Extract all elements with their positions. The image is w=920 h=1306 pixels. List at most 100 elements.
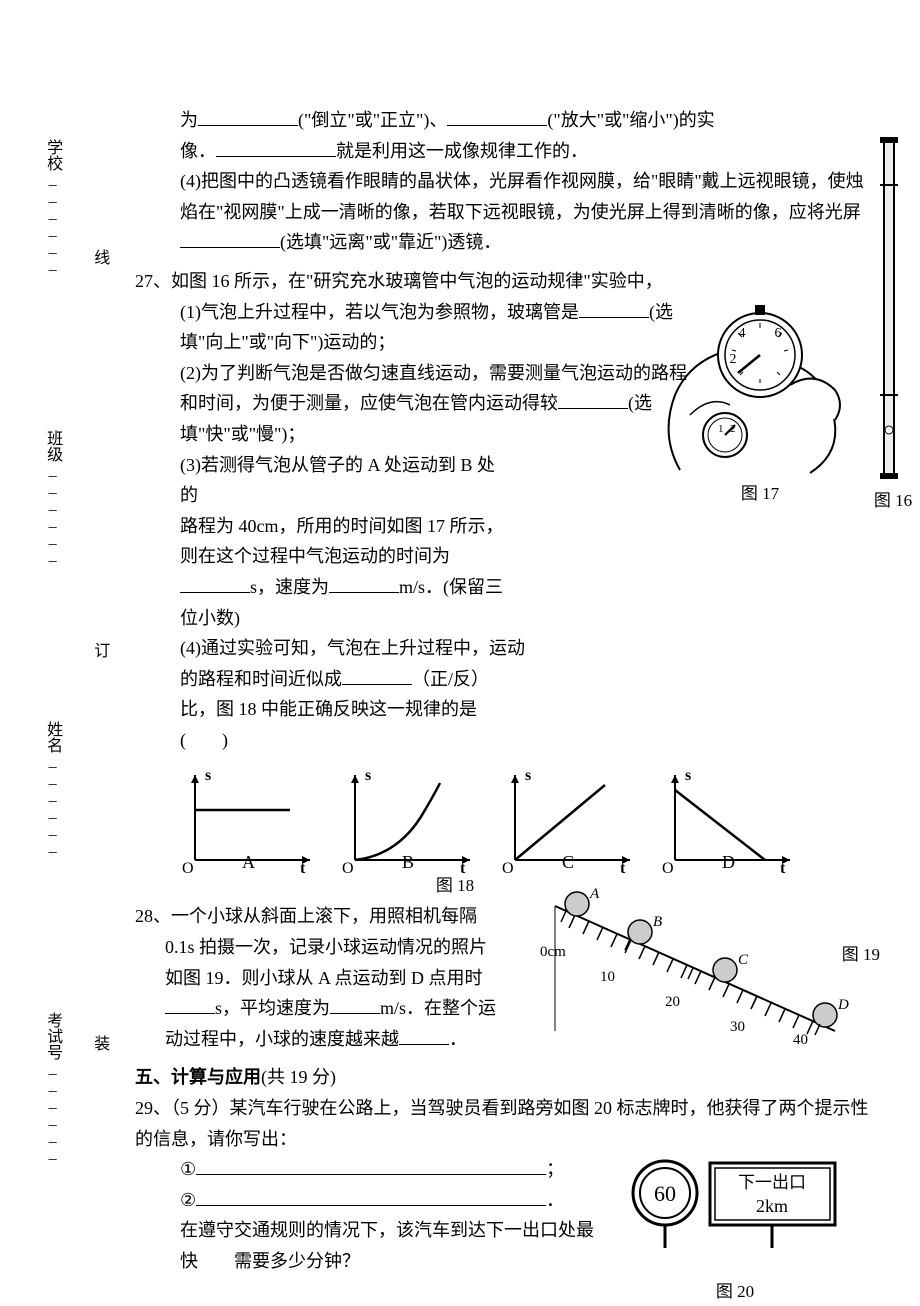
- chart-option-label: D: [722, 847, 735, 878]
- binding-margin: 学校______ 班级______ 姓名______ 考试号______ 线 订…: [30, 60, 110, 1240]
- seam-label: 装: [86, 1032, 113, 1054]
- chart-B: s t O B: [330, 765, 480, 875]
- text: ②: [180, 1190, 196, 1210]
- svg-text:下一出口: 下一出口: [738, 1173, 806, 1192]
- svg-text:20: 20: [665, 994, 680, 1010]
- section-title: 五、计算与应用: [135, 1067, 261, 1087]
- text: (3)若测得气泡从管子的 A 处运动到 B 处的: [180, 450, 505, 511]
- text: s，速度为: [250, 577, 329, 597]
- label-class: 班级______: [39, 430, 66, 564]
- label-examno: 考试号______: [39, 1012, 66, 1162]
- fig20-caption: 图 20: [625, 1278, 845, 1306]
- binding-info-labels: 学校______ 班级______ 姓名______ 考试号______: [40, 60, 65, 1240]
- chart-option-label: C: [562, 847, 574, 878]
- q27-p2: (2)为了判断气泡是否做匀速直线运动，需要测量气泡运动的路程和时间，为便于测量，…: [135, 358, 695, 450]
- text: m/s．在整个运: [380, 998, 496, 1018]
- text: ①: [180, 1159, 196, 1179]
- q28-line: 28、一个小球从斜面上滚下，用照相机每隔: [135, 901, 505, 932]
- label-name: 姓名______: [39, 721, 66, 855]
- svg-text:D: D: [837, 997, 849, 1013]
- text: (4)把图中的凸透镜看作眼睛的晶状体，光屏看作视网膜，给"眼睛"戴上远视眼镜，使…: [180, 171, 864, 222]
- chart-D: s t O D: [650, 765, 800, 875]
- main-content: 为 ("倒立"或"正立")、 ("放大"或"缩小")的实 像． 就是利用这一成像规律工…: [135, 105, 875, 1284]
- figure-20-sign: 60 下一出口 2km 图 20: [625, 1148, 845, 1306]
- q29-tail: 快 需要多少分钟？: [180, 1246, 615, 1277]
- q26-continuation: 为 ("倒立"或"正立")、 ("放大"或"缩小")的实 像． 就是利用这一成像规律工…: [135, 105, 875, 258]
- svg-text:2km: 2km: [756, 1196, 788, 1216]
- blank: [198, 108, 298, 126]
- q28-line: s，平均速度为 m/s．在整个运: [135, 993, 505, 1024]
- blank: [180, 575, 250, 593]
- text: 比，图 18 中能正确反映这一规律的是 ( ): [180, 694, 525, 755]
- q27: 27、如图 16 所示，在"研究充水玻璃管中气泡的运动规律"实验中， (1)气泡…: [135, 266, 695, 756]
- svg-text:s: s: [525, 767, 531, 784]
- q-number: 28、: [135, 906, 171, 926]
- svg-text:40: 40: [793, 1032, 808, 1046]
- blank: [579, 300, 649, 318]
- text: ；: [546, 1159, 564, 1179]
- q28-line: 动过程中，小球的速度越来越．: [135, 1024, 505, 1055]
- binding-seam-labels: 线 订 装: [86, 60, 113, 1240]
- q27-p1: (1)气泡上升过程中，若以气泡为参照物，玻璃管是(选填"向上"或"向下")运动的…: [135, 297, 695, 358]
- svg-text:O: O: [182, 860, 194, 875]
- svg-text:A: A: [589, 886, 600, 902]
- text: 就是利用这一成像规律工作的．: [336, 141, 588, 161]
- svg-text:0cm: 0cm: [540, 944, 566, 960]
- q26-part4: (4)把图中的凸透镜看作眼睛的晶状体，光屏看作视网膜，给"眼睛"戴上远视眼镜，使…: [180, 166, 875, 258]
- svg-text:10: 10: [600, 969, 615, 985]
- label-school: 学校______: [39, 139, 66, 273]
- q29-tail: 在遵守交通规则的情况下，该汽车到达下一出口处最: [180, 1215, 615, 1246]
- text: ("倒立"或"正立")、: [298, 110, 447, 130]
- svg-text:t: t: [620, 860, 626, 875]
- seam-label: 线: [86, 246, 113, 268]
- figure-19-ramp: A B C D 0cm 10 20 30 40 图 19: [535, 886, 865, 1056]
- seam-label: 订: [86, 639, 113, 661]
- q26-line: 像． 就是利用这一成像规律工作的．: [180, 136, 875, 167]
- svg-text:s: s: [365, 767, 371, 784]
- text: ("放大"或"缩小")的实: [547, 110, 714, 130]
- svg-text:C: C: [738, 952, 749, 968]
- blank: [447, 108, 547, 126]
- section-points: (共 19 分): [261, 1067, 336, 1087]
- svg-text:O: O: [342, 860, 354, 875]
- svg-text:t: t: [780, 860, 786, 875]
- text: 一个小球从斜面上滚下，用照相机每隔: [171, 906, 477, 926]
- q28-line: 0.1s 拍摄一次，记录小球运动情况的照片: [135, 932, 505, 963]
- blank: [216, 139, 336, 157]
- chart-options-row: s t O A s t O B: [170, 765, 875, 875]
- blank: [196, 1157, 546, 1175]
- q28-line: 如图 19．则小球从 A 点运动到 D 点用时: [135, 963, 505, 994]
- chart-A: s t O A: [170, 765, 320, 875]
- q29: 60 下一出口 2km 图 20 29、（5 分）某汽车行驶在公路上，当驾驶员看…: [135, 1093, 875, 1277]
- chart-option-label: B: [402, 847, 414, 878]
- text: 动过程中，小球的速度越来越: [165, 1029, 399, 1049]
- text: (1)气泡上升过程中，若以气泡为参照物，玻璃管是: [180, 302, 579, 322]
- text: 路程为 40cm，所用的时间如图 17 所示，: [180, 511, 505, 542]
- q27-p3d: s，速度为m/s．(保留三位小数): [180, 572, 505, 633]
- blank: [165, 996, 215, 1014]
- blank: [399, 1027, 449, 1045]
- text: （5 分）某汽车行驶在公路上，当驾驶员看到路旁如图 20 标志牌时，他获得了两个…: [135, 1098, 869, 1149]
- q27-p3: (3)若测得气泡从管子的 A 处运动到 B 处的 路程为 40cm，所用的时间如…: [135, 450, 505, 634]
- q29-item1: ①；: [180, 1154, 615, 1185]
- figure-16-tube: B A 图 16: [870, 135, 920, 515]
- svg-text:O: O: [502, 860, 514, 875]
- q-number: 29、: [135, 1098, 171, 1118]
- blank: [196, 1188, 546, 1206]
- svg-text:O: O: [662, 860, 674, 875]
- blank: [330, 996, 380, 1014]
- blank: [180, 230, 280, 248]
- q28: A B C D 0cm 10 20 30 40 图 19: [135, 901, 875, 1054]
- blank: [342, 667, 412, 685]
- q29-body: ①； ②． 在遵守交通规则的情况下，该汽车到达下一出口处最 快 需要多少分钟？: [135, 1154, 615, 1276]
- text: ．: [546, 1190, 564, 1210]
- text: 像．: [180, 141, 216, 161]
- text: 为: [180, 110, 198, 130]
- q27-p4: (4)通过实验可知，气泡在上升过程中，运动的路程和时间近似成（正/反） 比，图 …: [135, 633, 525, 755]
- chart-C: s t O C: [490, 765, 640, 875]
- blank: [329, 575, 399, 593]
- blank: [558, 391, 628, 409]
- text: s，平均速度为: [215, 998, 330, 1018]
- chart-option-label: A: [242, 847, 255, 878]
- q-number: 27、: [135, 271, 171, 291]
